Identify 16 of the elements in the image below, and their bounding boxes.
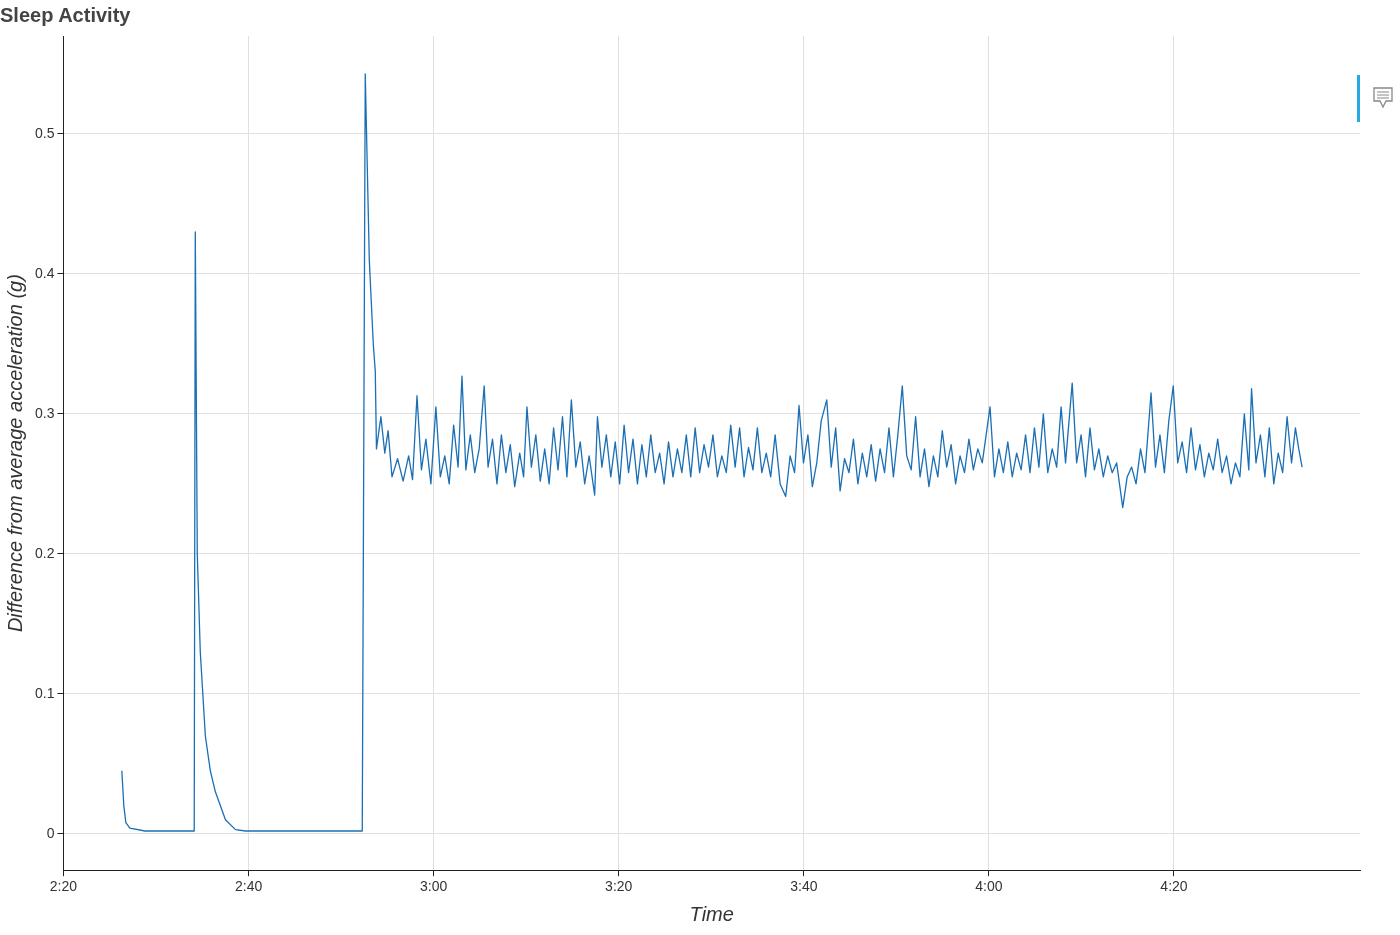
y-tick-label: 0.4 <box>34 264 55 281</box>
y-tick-label: 0.3 <box>34 404 55 421</box>
y-tick-label: 0.5 <box>34 124 55 141</box>
x-tick-label: 3:00 <box>420 878 448 895</box>
y-tick-label: 0 <box>46 824 55 841</box>
x-tick-label: 2:40 <box>234 878 263 895</box>
y-tick-label: 0.1 <box>34 684 55 701</box>
y-tick-label: 0.2 <box>34 544 55 561</box>
x-axis-title: Time <box>689 902 734 925</box>
x-tick-label: 2:20 <box>49 878 78 895</box>
y-axis-title: Difference from average acceleration (g) <box>3 274 26 633</box>
x-tick-label: 3:20 <box>605 878 633 895</box>
x-tick-label: 3:40 <box>790 878 818 895</box>
x-tick-label: 4:00 <box>975 878 1003 895</box>
chart-title: Sleep Activity <box>0 3 132 26</box>
x-tick-label: 4:20 <box>1160 878 1188 895</box>
